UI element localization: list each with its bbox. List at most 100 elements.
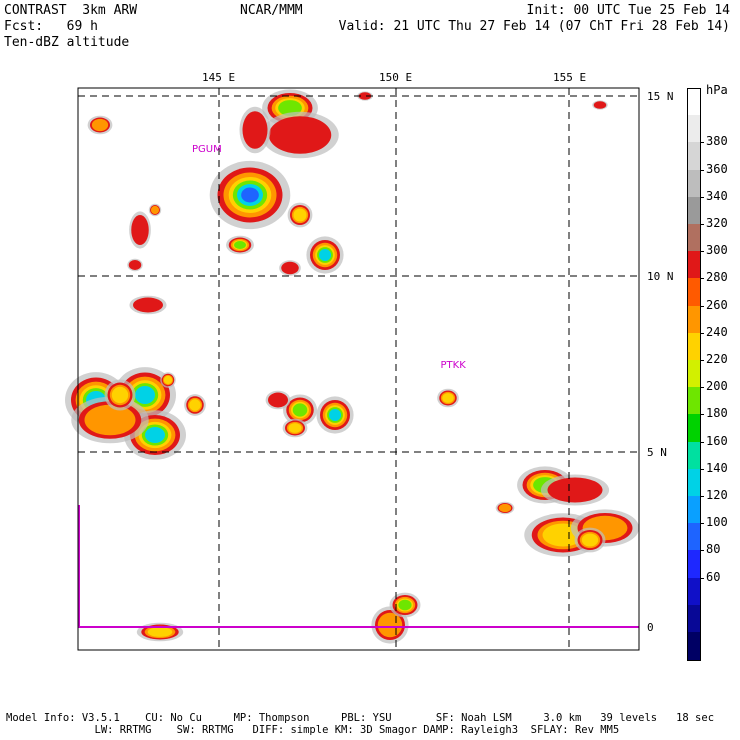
colorbar-frame bbox=[687, 88, 701, 662]
station-label-pgum: PGUM bbox=[192, 144, 222, 155]
colorbar-cell bbox=[688, 196, 700, 225]
echo-cell bbox=[150, 205, 160, 215]
echo-cell bbox=[145, 427, 165, 443]
echo-cell bbox=[293, 208, 307, 222]
echo-cell bbox=[288, 423, 302, 433]
colorbar-cell bbox=[688, 142, 700, 171]
colorbar-cell bbox=[688, 115, 700, 143]
colorbar-tick bbox=[700, 142, 704, 144]
colorbar-tick bbox=[700, 523, 704, 525]
echo-cell bbox=[442, 393, 454, 403]
colorbar-cell bbox=[688, 441, 700, 470]
echo-cell bbox=[128, 260, 142, 270]
echo-cell bbox=[329, 409, 341, 421]
echo-cell bbox=[281, 261, 299, 275]
echo-cell bbox=[131, 215, 149, 245]
colorbar-tick bbox=[700, 414, 704, 416]
echo-cell bbox=[398, 599, 412, 611]
colorbar-tick bbox=[700, 441, 704, 443]
header-center: NCAR/MMM bbox=[240, 3, 303, 18]
echo-cell bbox=[358, 92, 372, 100]
colorbar-label: 200 bbox=[706, 379, 728, 394]
lat-label-15: 15 N bbox=[647, 90, 674, 103]
colorbar-cell bbox=[688, 550, 700, 579]
colorbar-cell bbox=[688, 360, 700, 388]
map-frame bbox=[77, 87, 640, 651]
echo-cell bbox=[268, 392, 288, 408]
lon-label-150: 150 E bbox=[379, 71, 413, 84]
echo-cell bbox=[111, 386, 129, 404]
header-init-time: Init: 00 UTC Tue 25 Feb 14 bbox=[526, 3, 731, 18]
footer-model-info-line1: Model Info: V3.5.1 CU: No Cu MP: Thompso… bbox=[6, 712, 715, 724]
radar-echoes bbox=[65, 89, 640, 644]
colorbar-label: 260 bbox=[706, 297, 728, 312]
echo-cell bbox=[91, 118, 109, 132]
colorbar-cell bbox=[688, 496, 700, 524]
echo-cell bbox=[377, 612, 403, 638]
colorbar-cell bbox=[688, 305, 700, 334]
colorbar-label: 80 bbox=[706, 542, 721, 557]
echo-cell bbox=[241, 187, 259, 203]
echo-cell bbox=[242, 111, 268, 149]
echo-cell bbox=[147, 627, 173, 637]
echo-cell bbox=[547, 477, 603, 503]
colorbar-label: 240 bbox=[706, 324, 728, 339]
colorbar-label: 60 bbox=[706, 569, 721, 584]
header-valid-time: Valid: 21 UTC Thu 27 Feb 14 (07 ChT Fri … bbox=[338, 19, 730, 34]
colorbar-label: 120 bbox=[706, 488, 728, 502]
colorbar-cell bbox=[688, 332, 700, 361]
colorbar-cell bbox=[688, 88, 700, 116]
colorbar-tick bbox=[700, 278, 704, 280]
colorbar-cell bbox=[688, 468, 700, 497]
colorbar-cell bbox=[688, 414, 700, 443]
header-forecast-hour: Fcst: 69 h bbox=[4, 19, 98, 34]
colorbar-tick bbox=[700, 387, 704, 389]
colorbar-tick bbox=[700, 468, 704, 470]
colorbar-label: 220 bbox=[706, 352, 728, 366]
colorbar-tick bbox=[700, 332, 704, 334]
colorbar-tick bbox=[700, 550, 704, 552]
colorbar-label: 140 bbox=[706, 460, 728, 475]
colorbar-cell bbox=[688, 604, 700, 633]
lat-label-10: 10 N bbox=[647, 270, 674, 283]
colorbar-label: 100 bbox=[706, 515, 728, 530]
colorbar-label: 340 bbox=[706, 188, 728, 203]
colorbar-tick bbox=[700, 169, 704, 171]
colorbar-tick bbox=[700, 305, 704, 307]
colorbar-tick bbox=[700, 196, 704, 198]
colorbar-label: 180 bbox=[706, 406, 728, 421]
echo-cell bbox=[234, 241, 246, 249]
colorbar-label: 320 bbox=[706, 216, 728, 230]
echo-cell bbox=[268, 116, 332, 154]
colorbar-label: 280 bbox=[706, 270, 728, 285]
lon-label-155: 155 E bbox=[553, 71, 587, 84]
echo-cell bbox=[319, 249, 331, 261]
echo-cell bbox=[133, 297, 163, 313]
colorbar-cell bbox=[688, 251, 700, 279]
colorbar-cell bbox=[688, 169, 700, 198]
graticule bbox=[78, 88, 639, 650]
colorbar-tick bbox=[700, 224, 704, 225]
echo-cell bbox=[581, 533, 599, 547]
colorbar-cell bbox=[688, 387, 700, 415]
colorbar-cell bbox=[688, 224, 700, 252]
stations: PGUM PTKK bbox=[192, 144, 466, 371]
colorbar-tick bbox=[700, 577, 704, 579]
colorbar-label: 160 bbox=[706, 433, 728, 448]
colorbar-cell bbox=[688, 577, 700, 606]
echo-cell bbox=[498, 503, 512, 513]
echo-cell bbox=[84, 404, 136, 436]
echo-cell bbox=[292, 403, 308, 417]
colorbar-tick bbox=[700, 360, 704, 361]
lat-label-5: 5 N bbox=[647, 446, 667, 459]
echo-cell bbox=[189, 399, 201, 411]
colorbar-label: 380 bbox=[706, 134, 728, 149]
colorbar-label: 360 bbox=[706, 161, 728, 176]
colorbar-cell bbox=[688, 632, 700, 660]
footer-model-info-line2: LW: RRTMG SW: RRTMG DIFF: simple KM: 3D … bbox=[6, 724, 620, 736]
station-label-ptkk: PTKK bbox=[441, 360, 467, 371]
colorbar-tick bbox=[700, 496, 704, 497]
echo-cell bbox=[593, 101, 607, 109]
echo-cell bbox=[163, 375, 173, 385]
